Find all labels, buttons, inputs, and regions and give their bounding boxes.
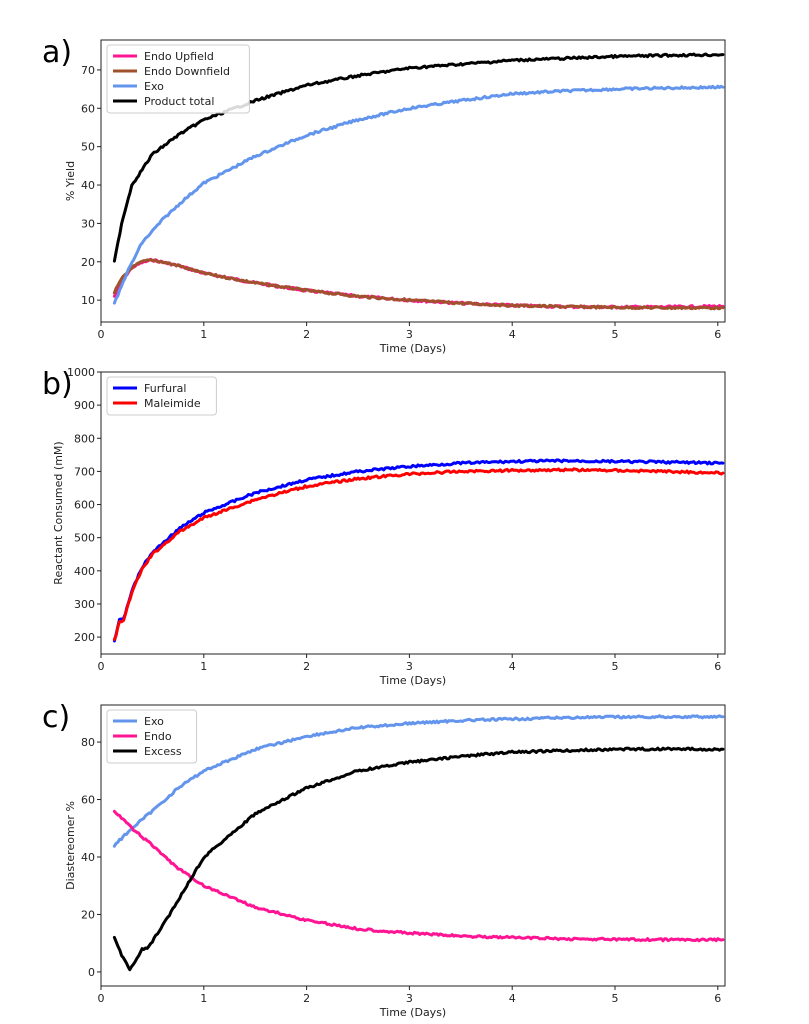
legend: Endo Upfield Endo Downfield Exo Product tot…: [106, 44, 250, 114]
x-tick-label: 2: [303, 328, 310, 341]
legend-entry: Furfural: [144, 382, 186, 395]
y-tick-label: 20: [81, 908, 95, 921]
x-tick-label: 1: [200, 660, 207, 673]
y-tick-label: 500: [74, 532, 95, 545]
y-tick-label: 40: [81, 179, 95, 192]
y-tick-label: 60: [81, 102, 95, 115]
x-tick-label: 5: [612, 992, 619, 1005]
panel-a: 0 1 2 3 4 5 6 10 20 30 40 50 60 70 Time (Days) % Yield a…: [42, 35, 726, 355]
series-line-maleimide: [112, 467, 725, 641]
series-line-exo: [112, 84, 725, 305]
legend-entry: Endo: [144, 730, 172, 743]
y-tick-label: 0: [88, 966, 95, 979]
y-tick-label: 700: [74, 465, 95, 478]
y-tick-label: 60: [81, 794, 95, 807]
x-tick-label: 1: [200, 328, 207, 341]
x-tick-label: 0: [98, 992, 105, 1005]
x-tick-label: 6: [714, 992, 721, 1005]
axes-frame: [100, 704, 726, 987]
y-tick-label: 20: [81, 256, 95, 269]
legend-entry: Exo: [144, 715, 164, 728]
x-tick-label: 3: [406, 992, 413, 1005]
x-tick-label: 4: [509, 328, 516, 341]
x-tick-label: 2: [303, 660, 310, 673]
x-tick-label: 4: [509, 992, 516, 1005]
series-line-endo-downfield: [112, 258, 725, 311]
y-tick-label: 900: [74, 399, 95, 412]
x-tick-label: 0: [98, 660, 105, 673]
legend: Furfural Maleimide: [106, 376, 217, 416]
panel-label: a): [42, 35, 72, 70]
series-line-endo: [112, 809, 725, 943]
panel-label: b): [42, 367, 73, 402]
x-tick-label: 2: [303, 992, 310, 1005]
x-axis-label: Time (Days): [379, 342, 446, 355]
y-axis-label: % Yield: [64, 161, 77, 201]
x-tick-label: 6: [714, 660, 721, 673]
legend-entry: Exo: [144, 80, 164, 93]
y-tick-label: 1000: [67, 366, 95, 379]
x-axis-label: Time (Days): [379, 1006, 446, 1019]
x-tick-label: 3: [406, 328, 413, 341]
x-tick-label: 3: [406, 660, 413, 673]
x-tick-label: 4: [509, 660, 516, 673]
legend-entry: Product total: [144, 95, 214, 108]
y-tick-label: 400: [74, 565, 95, 578]
y-tick-label: 300: [74, 598, 95, 611]
x-tick-label: 1: [200, 992, 207, 1005]
series-line-excess: [112, 746, 725, 972]
y-tick-label: 10: [81, 294, 95, 307]
y-tick-label: 30: [81, 217, 95, 230]
y-tick-label: 800: [74, 432, 95, 445]
x-tick-label: 6: [714, 328, 721, 341]
panel-label: c): [42, 700, 70, 735]
series-line-furfural: [112, 458, 725, 643]
x-tick-label: 5: [612, 328, 619, 341]
y-tick-label: 40: [81, 851, 95, 864]
y-tick-label: 80: [81, 736, 95, 749]
legend-entry: Maleimide: [144, 397, 201, 410]
y-axis-label: Diastereomer %: [64, 801, 77, 890]
series-line-exo: [112, 714, 725, 848]
x-tick-label: 5: [612, 660, 619, 673]
legend: Exo Endo Excess: [106, 709, 198, 764]
y-tick-label: 600: [74, 499, 95, 512]
y-tick-label: 70: [81, 64, 95, 77]
series-line-product-total: [112, 52, 725, 263]
y-tick-label: 50: [81, 141, 95, 154]
y-axis-label: Reactant Consumed (mM): [52, 441, 65, 584]
legend-entry: Endo Downfield: [144, 65, 230, 78]
panel-b: 0 1 2 3 4 5 6 200 300 400 500 600 700 800 900 1000 Time …: [42, 366, 726, 687]
legend-entry: Endo Upfield: [144, 50, 214, 63]
legend-box: [106, 44, 250, 114]
x-axis-label: Time (Days): [379, 674, 446, 687]
legend-entry: Excess: [144, 745, 182, 758]
axes-frame: [100, 39, 726, 323]
x-tick-label: 0: [98, 328, 105, 341]
axes-frame: [100, 371, 726, 655]
y-tick-label: 200: [74, 631, 95, 644]
